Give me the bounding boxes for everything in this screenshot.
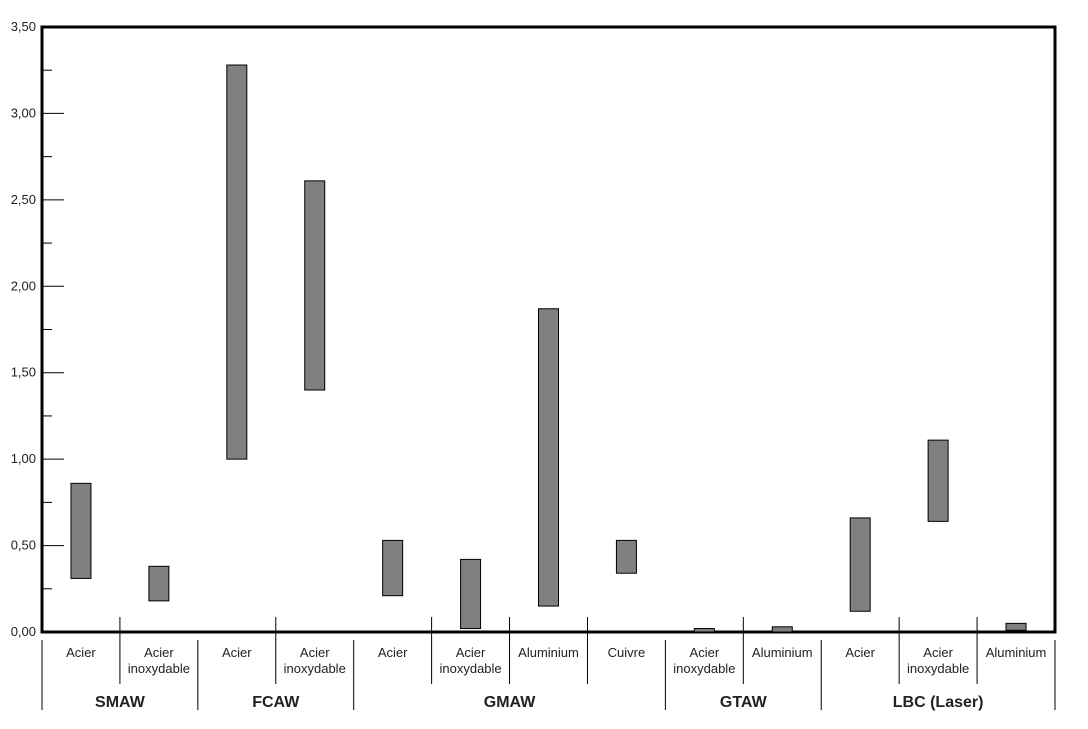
group-label: SMAW — [95, 694, 146, 711]
category-label: Aluminium — [518, 645, 579, 660]
category-label: inoxydable — [128, 661, 190, 676]
category-label: Aluminium — [752, 645, 813, 660]
y-tick-label: 0,50 — [11, 538, 36, 553]
range-bar — [849, 517, 871, 612]
y-tick-label: 1,00 — [11, 451, 36, 466]
y-tick-label: 1,50 — [11, 365, 36, 380]
range-bar — [382, 539, 404, 597]
range-bar — [927, 439, 949, 522]
category-label: inoxydable — [673, 661, 735, 676]
bars — [70, 64, 1027, 633]
range-bar — [538, 308, 559, 607]
group-label: GMAW — [484, 694, 536, 711]
category-label: Acier — [845, 645, 875, 660]
group-label: FCAW — [252, 694, 300, 711]
group-label: LBC (Laser) — [893, 694, 984, 711]
range-bar — [693, 628, 715, 633]
range-bar — [304, 180, 326, 391]
category-label: Acier — [144, 645, 174, 660]
y-axis: 0,00 0,50 1,00 1,50 2,00 2,50 3,00 3,50 — [11, 19, 64, 639]
category-label: Acier — [300, 645, 330, 660]
y-tick-label: 2,00 — [11, 278, 36, 293]
category-label: Acier — [456, 645, 486, 660]
category-label: inoxydable — [439, 661, 501, 676]
category-label: Cuivre — [608, 645, 646, 660]
category-label: Acier — [378, 645, 408, 660]
category-label: inoxydable — [907, 661, 969, 676]
range-bar — [615, 539, 637, 574]
range-bar — [460, 558, 482, 630]
range-bar — [226, 64, 248, 460]
category-label: Acier — [923, 645, 953, 660]
category-label: Aluminium — [986, 645, 1047, 660]
range-bar — [771, 626, 793, 633]
range-bar — [148, 565, 170, 602]
group-label: GTAW — [720, 694, 768, 711]
category-label: Acier — [66, 645, 96, 660]
y-tick-label: 0,00 — [11, 624, 36, 639]
category-label: inoxydable — [284, 661, 346, 676]
category-label: Acier — [690, 645, 720, 660]
y-tick-label: 3,00 — [11, 105, 36, 120]
y-tick-label: 3,50 — [11, 19, 36, 34]
y-tick-label: 2,50 — [11, 192, 36, 207]
range-bar — [1005, 622, 1027, 631]
range-bar — [70, 482, 92, 579]
category-label: Acier — [222, 645, 252, 660]
